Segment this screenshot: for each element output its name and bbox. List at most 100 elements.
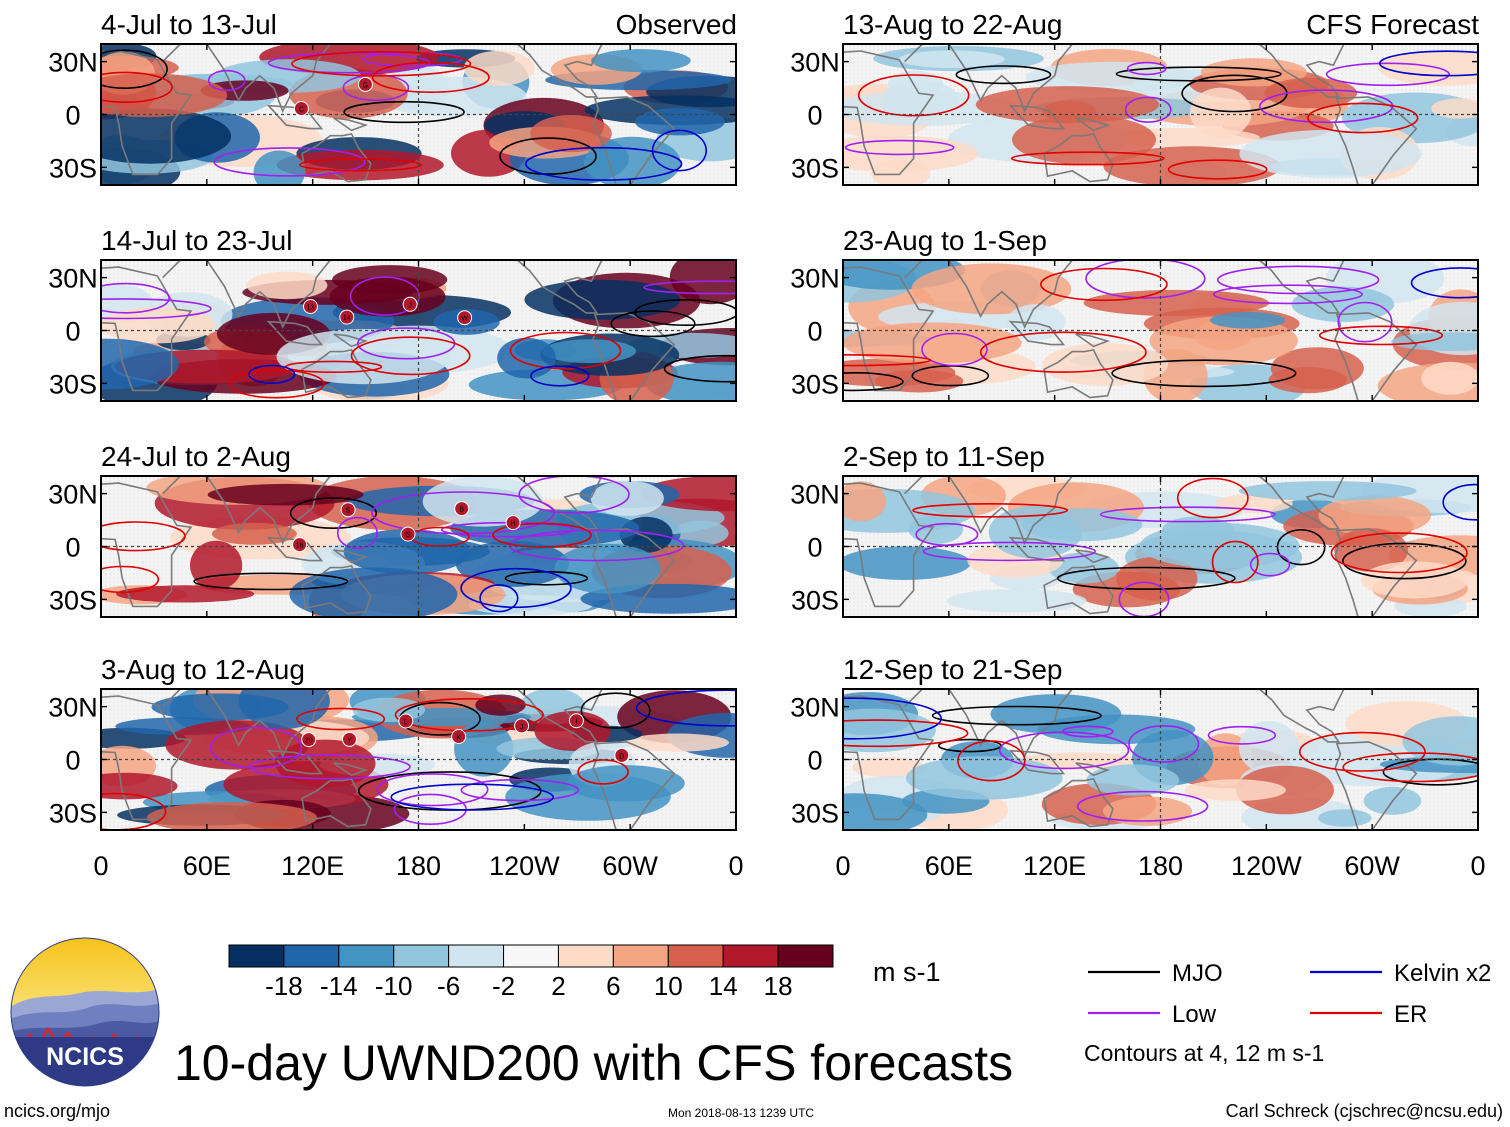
wave-contour [643, 280, 736, 295]
column-label: Observed [616, 9, 737, 40]
wave-contour [228, 369, 325, 399]
coastline [904, 260, 1074, 329]
wind-anomaly-shading [151, 693, 289, 721]
wind-anomaly-shading [1270, 347, 1364, 390]
y-tick-label: 30N [48, 48, 98, 78]
tropical-cyclone-label: W [461, 316, 468, 323]
y-tick-label: 30S [49, 585, 97, 615]
wave-contour [1056, 566, 1236, 590]
map-panel: 30N 0 30S 23-Aug to 1-Sep [790, 225, 1479, 402]
wind-anomaly-shading [591, 49, 691, 73]
wave-contour [460, 778, 580, 802]
coastline [1334, 741, 1418, 830]
coastline [1008, 104, 1066, 130]
coastline [162, 44, 332, 113]
coastline [301, 132, 372, 183]
wave-contour [1325, 62, 1450, 87]
coastline [162, 689, 332, 758]
wind-anomaly-shading [988, 505, 1083, 559]
y-tick-label: 30S [49, 798, 97, 828]
tropical-cyclone-label: 16 [296, 543, 304, 550]
x-tick-label: 120W [1231, 851, 1302, 881]
coastline [333, 549, 369, 564]
wave-contour [343, 100, 465, 124]
panel-period-title: 23-Aug to 1-Sep [843, 225, 1047, 256]
y-tick-label: 0 [65, 533, 80, 563]
wave-contour [394, 697, 544, 732]
colorbar-tick-label: -10 [375, 971, 413, 1001]
tropical-cyclone-marker: I [568, 713, 584, 729]
wind-anomaly-shading [101, 73, 228, 118]
wave-contour [912, 502, 1069, 518]
footer-url: ncics.org/mjo [4, 1101, 111, 1121]
panel-period-title: 4-Jul to 13-Jul [101, 9, 277, 40]
contour-note: Contours at 4, 12 m s-1 [1084, 1040, 1324, 1066]
tropical-cyclone-label: D [619, 753, 624, 760]
y-tick-label: 30S [791, 798, 839, 828]
y-tick-label: 0 [65, 101, 80, 131]
wind-anomaly-shading [253, 150, 305, 185]
wave-contour [1010, 151, 1165, 166]
wave-contour [371, 491, 555, 535]
wave-contour [101, 71, 173, 103]
wave-contour [1318, 325, 1444, 346]
wave-contour [509, 331, 622, 370]
wind-anomaly-shading [1102, 796, 1193, 826]
coastline [1008, 536, 1066, 562]
figure-title: 10-day UWND200 with CFS forecasts [174, 1035, 1013, 1091]
wave-contour [635, 689, 736, 727]
colorbar-swatch [338, 944, 395, 968]
wind-anomaly-shading [1421, 361, 1478, 395]
wind-anomaly-shading [1083, 289, 1270, 317]
map-panel: 30N 0 30S 13-Aug to 22-Aug CFS Forecast [790, 9, 1479, 186]
tropical-cyclone-label: I [575, 719, 577, 726]
x-tick-label: 180 [1138, 851, 1183, 881]
wave-contour [998, 731, 1130, 770]
wind-anomaly-shading [1042, 343, 1169, 386]
wave-contour [1342, 752, 1478, 783]
x-tick-label: 0 [93, 851, 108, 881]
colorbar-tick-label: 6 [606, 971, 620, 1001]
coastline [1008, 320, 1066, 346]
coastline [101, 266, 193, 392]
tropical-cyclone-marker: D [614, 747, 630, 763]
y-tick-label: 30S [791, 585, 839, 615]
wave-contour [1124, 96, 1172, 123]
legend-label: Kelvin x2 [1394, 960, 1491, 987]
wind-anomaly-shading [530, 114, 612, 153]
wave-contour [1126, 61, 1167, 76]
coastline [843, 482, 935, 608]
wave-contour [336, 516, 378, 550]
wind-anomaly-shading [1238, 481, 1417, 501]
tropical-cyclone-marker: G [400, 526, 416, 542]
wind-anomaly-shading [843, 546, 971, 580]
coastline [1008, 749, 1066, 775]
wave-contour [213, 147, 366, 177]
wind-anomaly-shading [101, 772, 178, 800]
coastline [843, 266, 935, 392]
wind-anomaly-shading [566, 765, 685, 802]
contour-legend: MJO Kelvin x2 Low ER Contours at 4, 12 m s-1 [1084, 960, 1491, 1066]
legend-label: Low [1172, 1001, 1217, 1028]
wave-contour [610, 310, 696, 338]
coastline [266, 320, 324, 346]
wave-contour [931, 705, 1102, 726]
wave-contour [663, 354, 736, 383]
wave-contour [101, 521, 186, 552]
coastline [101, 695, 193, 821]
tropical-cyclone-marker: Y [342, 731, 357, 747]
wind-anomaly-shading [1238, 720, 1299, 774]
x-tick-label: 120W [489, 851, 560, 881]
wave-contour [101, 49, 168, 89]
colorbar-swatch [777, 944, 834, 968]
wind-anomaly-shading [1431, 98, 1478, 119]
tropical-cyclone-marker: S [340, 502, 356, 518]
tropical-cyclone-label: B [459, 507, 464, 514]
wind-anomaly-shading [1086, 764, 1180, 796]
wind-anomaly-shading [190, 540, 243, 590]
coastline [162, 476, 332, 545]
x-tick-label: 120E [281, 851, 344, 881]
wave-contour [1330, 532, 1468, 574]
tropical-cyclone-marker: K [451, 729, 467, 744]
